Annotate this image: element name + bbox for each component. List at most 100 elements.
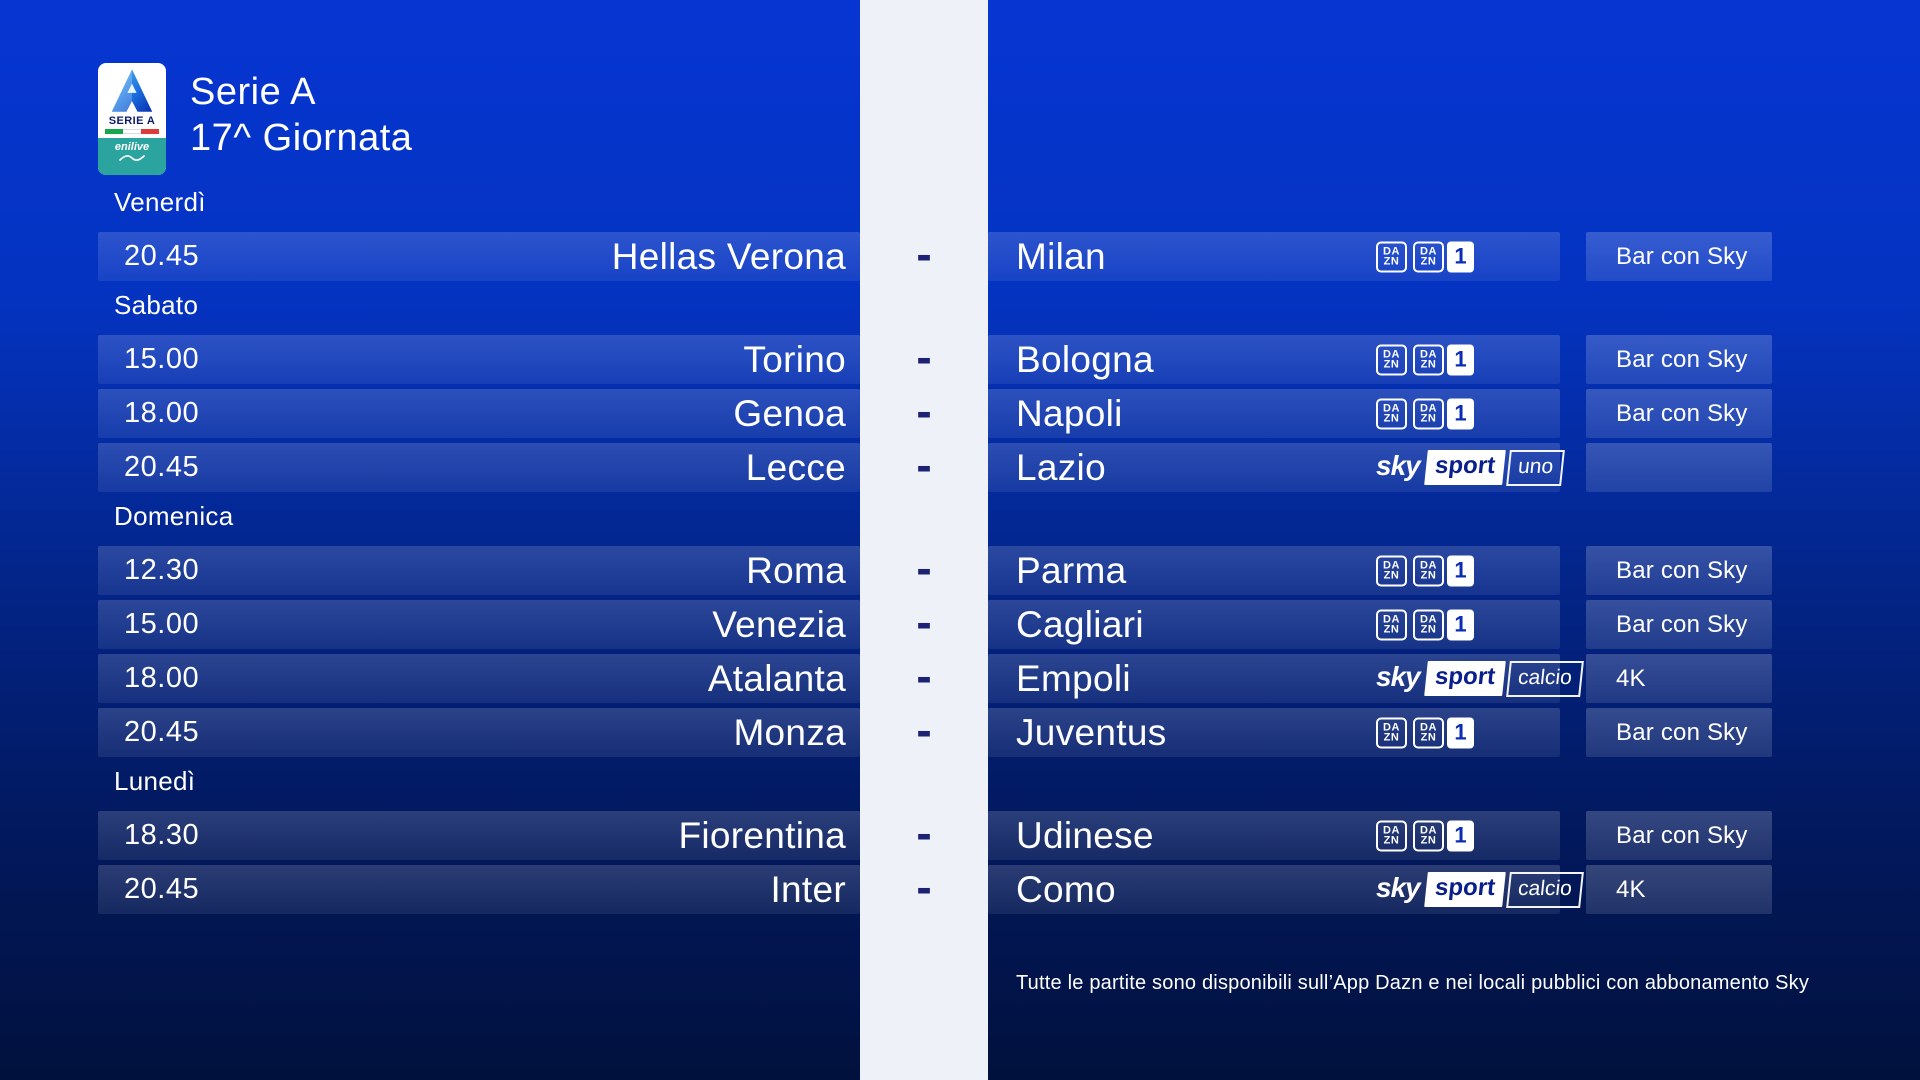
- broadcaster-logos: DA ZN DA ZN 1: [1376, 820, 1474, 851]
- row-gap: [1560, 389, 1586, 438]
- dazn1-channel-icon: 1: [1447, 555, 1474, 586]
- separator-dash: -: [916, 703, 932, 756]
- dazn-logo-icon: DA ZN: [1413, 820, 1444, 851]
- dazn-logo-icon: DA ZN: [1376, 344, 1407, 375]
- competition-name: Serie A: [190, 71, 317, 113]
- match-row: 18.30 Fiorentina - Udinese DA ZN DA ZN 1 Bar…: [98, 806, 1920, 860]
- match-time: 20.45: [124, 451, 200, 483]
- home-row: 15.00 Torino: [98, 335, 860, 384]
- match-row: 20.45 Hellas Verona - Milan DA ZN DA ZN 1 Ba…: [98, 231, 1920, 281]
- day-label: Venerdì: [114, 187, 206, 217]
- broadcaster-logos: DA ZN DA ZN 1: [1376, 717, 1474, 748]
- dazn-logo-icon: DA ZN: [1413, 398, 1444, 429]
- home-team: Lecce: [745, 446, 846, 488]
- broadcaster-logos: sky sport calcio: [1376, 660, 1584, 697]
- separator-dash: -: [916, 541, 932, 594]
- flag-green: [105, 129, 123, 134]
- dazn1-channel-icon: 1: [1447, 609, 1474, 640]
- separator-cell: -: [860, 541, 988, 595]
- match-row: 20.45 Monza - Juventus DA ZN DA ZN 1 Bar con…: [98, 703, 1920, 757]
- away-row: Cagliari DA ZN DA ZN 1: [988, 600, 1560, 649]
- availability-badge: 4K: [1586, 865, 1772, 914]
- separator-dash: -: [916, 806, 932, 859]
- separator-cell: -: [860, 334, 988, 384]
- dazn-logo-icon: DA ZN: [1376, 820, 1407, 851]
- day-matches: 15.00 Torino - Bologna DA ZN DA ZN 1 Bar con…: [98, 334, 1920, 492]
- page-title: Serie A 17^ Giornata: [190, 63, 412, 161]
- sky-sport-calcio-logo: sky sport calcio: [1376, 871, 1584, 908]
- away-team: Udinese: [1016, 814, 1154, 856]
- enilive-sponsor-band: enilive: [98, 138, 166, 175]
- availability-badge: Bar con Sky: [1586, 389, 1772, 438]
- match-time: 15.00: [124, 608, 200, 640]
- channel-name-box: calcio: [1505, 871, 1584, 908]
- serie-a-wordmark: SERIE A: [108, 115, 156, 127]
- day-matches: 12.30 Roma - Parma DA ZN DA ZN 1 Bar con Sky…: [98, 541, 1920, 757]
- dazn-logo-icon: DA ZN: [1376, 555, 1407, 586]
- day-section: Venerdì 20.45 Hellas Verona - Milan DA ZN…: [98, 187, 1920, 281]
- enilive-wave-icon: [119, 155, 145, 161]
- matchday-label: 17^ Giornata: [190, 117, 413, 159]
- dazn1-logo: DA ZN 1: [1413, 241, 1474, 272]
- match-row: 12.30 Roma - Parma DA ZN DA ZN 1 Bar con Sky: [98, 541, 1920, 595]
- home-team: Monza: [733, 711, 846, 753]
- sky-wordmark: sky: [1376, 661, 1421, 692]
- away-team: Como: [1016, 868, 1116, 910]
- match-row: 15.00 Venezia - Cagliari DA ZN DA ZN 1 Bar c…: [98, 595, 1920, 649]
- availability-badge: Bar con Sky: [1586, 811, 1772, 860]
- day-label: Sabato: [114, 290, 199, 320]
- home-team: Atalanta: [707, 657, 846, 699]
- match-time: 20.45: [124, 240, 200, 272]
- match-time: 18.00: [124, 662, 200, 694]
- away-team: Lazio: [1016, 446, 1106, 488]
- row-gap: [1560, 546, 1586, 595]
- availability-disclaimer: Tutte le partite sono disponibili sull’A…: [1016, 972, 1810, 994]
- home-row: 18.00 Atalanta: [98, 654, 860, 703]
- availability-badge: Bar con Sky: [1586, 232, 1772, 281]
- enilive-wordmark: enilive: [114, 141, 150, 153]
- match-time: 18.00: [124, 397, 200, 429]
- broadcaster-logos: DA ZN DA ZN 1: [1376, 344, 1474, 375]
- match-time: 15.00: [124, 343, 200, 375]
- away-row: Milan DA ZN DA ZN 1: [988, 232, 1560, 281]
- dazn1-channel-icon: 1: [1447, 344, 1474, 375]
- serie-a-logo: SERIE A enilive: [98, 63, 166, 175]
- match-time: 12.30: [124, 554, 200, 586]
- home-team: Roma: [746, 549, 846, 591]
- day-section: Domenica 12.30 Roma - Parma DA ZN DA ZN 1 Ba…: [98, 501, 1920, 757]
- dazn1-logo: DA ZN 1: [1413, 609, 1474, 640]
- dazn-logo-icon: DA ZN: [1376, 609, 1407, 640]
- dazn1-channel-icon: 1: [1447, 241, 1474, 272]
- day-matches: 18.30 Fiorentina - Udinese DA ZN DA ZN 1 Bar…: [98, 806, 1920, 914]
- match-row: 15.00 Torino - Bologna DA ZN DA ZN 1 Bar con…: [98, 334, 1920, 384]
- day-label: Lunedì: [114, 766, 196, 796]
- broadcaster-logos: DA ZN DA ZN 1: [1376, 398, 1474, 429]
- match-row: 18.00 Atalanta - Empoli sky sport calcio 4…: [98, 653, 1920, 703]
- separator-cell: -: [860, 388, 988, 438]
- day-section: Sabato 15.00 Torino - Bologna DA ZN DA ZN 1 …: [98, 290, 1920, 492]
- dazn-logo-icon: DA ZN: [1413, 241, 1444, 272]
- home-team: Inter: [770, 868, 846, 910]
- day-label: Domenica: [114, 501, 234, 531]
- home-team: Fiorentina: [678, 814, 846, 856]
- availability-badge: 4K: [1586, 654, 1772, 703]
- separator-cell: -: [860, 653, 988, 703]
- separator-dash: -: [916, 595, 932, 648]
- dazn1-logo: DA ZN 1: [1413, 717, 1474, 748]
- away-team: Napoli: [1016, 392, 1123, 434]
- dazn-logo-icon: DA ZN: [1376, 398, 1407, 429]
- match-time: 20.45: [124, 873, 200, 905]
- sport-box: sport: [1423, 450, 1506, 485]
- sky-wordmark: sky: [1376, 450, 1421, 481]
- separator-dash: -: [916, 860, 932, 913]
- availability-badge: Bar con Sky: [1586, 708, 1772, 757]
- row-gap: [1560, 708, 1586, 757]
- availability-badge: Bar con Sky: [1586, 600, 1772, 649]
- home-row: 12.30 Roma: [98, 546, 860, 595]
- away-row: Juventus DA ZN DA ZN 1: [988, 708, 1560, 757]
- away-team: Juventus: [1016, 711, 1167, 753]
- away-team: Bologna: [1016, 338, 1154, 380]
- flag-white: [123, 129, 141, 134]
- away-row: Udinese DA ZN DA ZN 1: [988, 811, 1560, 860]
- match-row: 18.00 Genoa - Napoli DA ZN DA ZN 1 Bar con S…: [98, 388, 1920, 438]
